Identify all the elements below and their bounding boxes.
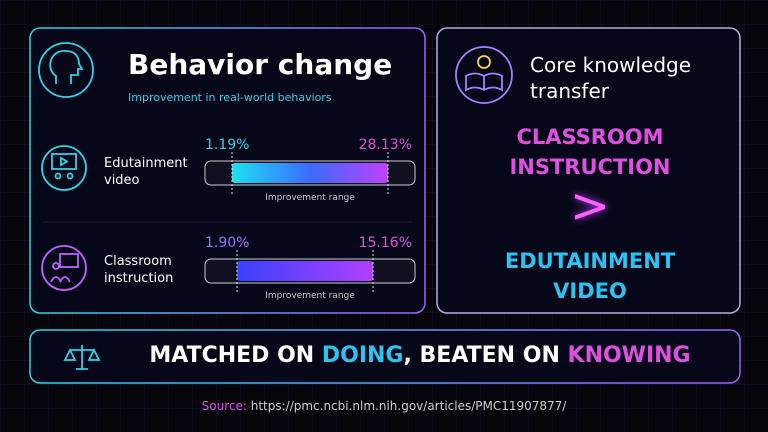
source: Source: https://pmc.ncbi.nlm.nih.gov/art… — [0, 399, 768, 413]
range-caption: Improvement range — [265, 193, 355, 203]
range-fill — [237, 261, 373, 281]
icons — [38, 42, 513, 370]
range-bars — [204, 152, 416, 292]
panel — [436, 27, 741, 314]
banner-part: DOING — [321, 343, 404, 368]
row-label: Classroom instruction — [104, 254, 174, 286]
min-value: 1.19% — [205, 137, 250, 153]
comparison-symbol: > — [569, 178, 611, 234]
row-label: Edutainment video — [104, 156, 188, 188]
subtitle: Improvement in real-world behaviors — [128, 91, 332, 104]
banner-part: MATCHED ON — [149, 343, 322, 368]
range-caption: Improvement range — [265, 291, 355, 301]
title: Behavior change — [128, 48, 393, 81]
min-value: 1.90% — [205, 235, 250, 251]
banner-text: MATCHED ON DOING, BEATEN ON KNOWING — [110, 343, 730, 368]
panel-title: Core knowledge transfer — [530, 53, 692, 103]
source-url: https://pmc.ncbi.nlm.nih.gov/articles/PM… — [250, 399, 567, 413]
source-label: Source: — [201, 399, 247, 413]
range-fill — [232, 163, 388, 183]
max-value: 28.13% — [358, 137, 412, 153]
banner-part: KNOWING — [567, 343, 691, 368]
banner-part: , BEATEN ON — [403, 343, 568, 368]
winner: CLASSROOM INSTRUCTION — [509, 125, 671, 179]
loser: EDUTAINMENT VIDEO — [504, 249, 676, 303]
max-value: 15.16% — [358, 235, 412, 251]
banner-box — [29, 329, 741, 384]
